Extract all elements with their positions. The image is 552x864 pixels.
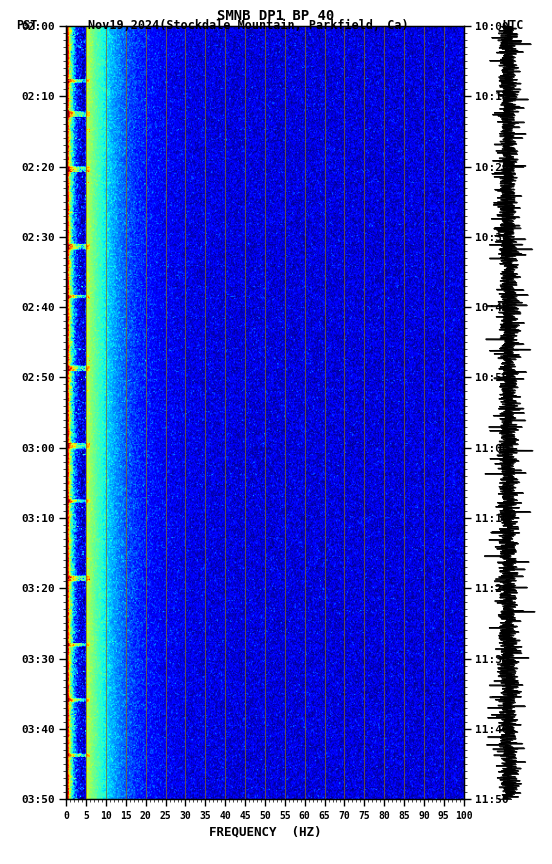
Text: SMNB DP1 BP 40: SMNB DP1 BP 40 [217, 9, 335, 22]
Text: Nov19,2024(Stockdale Mountain, Parkfield, Ca): Nov19,2024(Stockdale Mountain, Parkfield… [88, 19, 408, 32]
X-axis label: FREQUENCY  (HZ): FREQUENCY (HZ) [209, 825, 321, 838]
Text: UTC: UTC [503, 19, 524, 32]
Text: PST: PST [17, 19, 38, 32]
